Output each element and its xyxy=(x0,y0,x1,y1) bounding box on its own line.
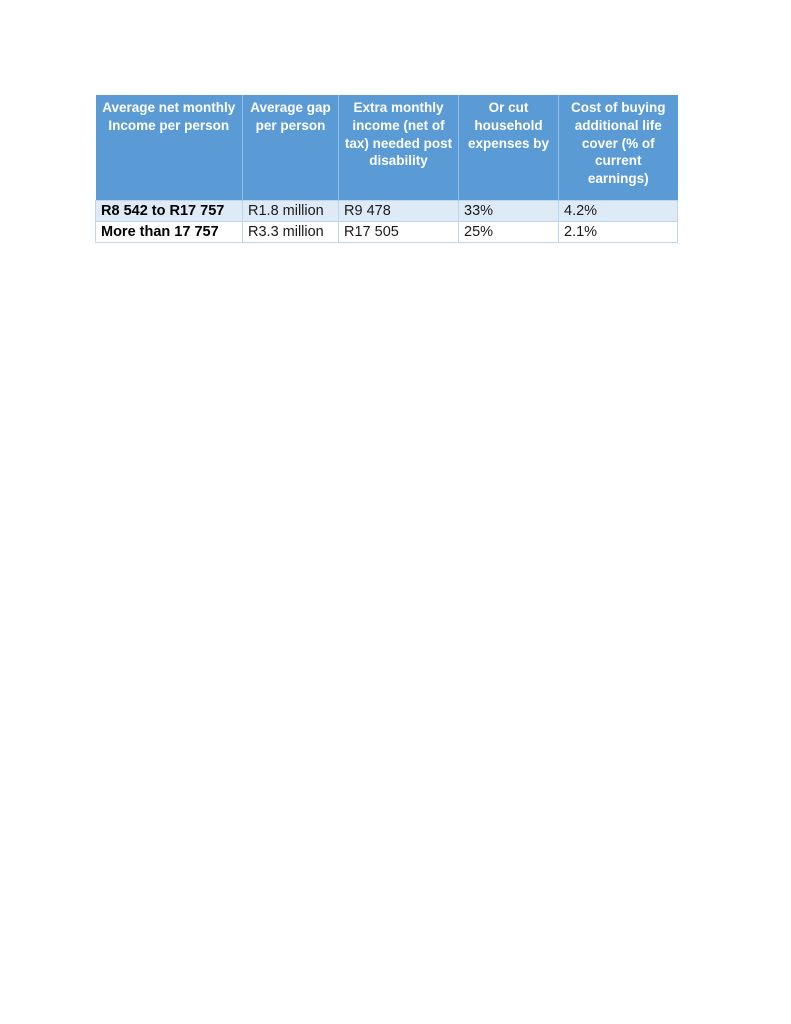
cell-cut-expenses: 33% xyxy=(458,200,559,222)
disability-cover-table: Average net monthly Income per person Av… xyxy=(95,95,678,243)
table-row: R8 542 to R17 757 R1.8 million R9 478 33… xyxy=(95,200,678,222)
header-cell-cut-expenses: Or cut household expenses by xyxy=(458,95,559,201)
header-cell-cover-cost: Cost of buying additional life cover (% … xyxy=(558,95,678,201)
cell-cover-cost: 4.2% xyxy=(558,200,678,222)
cell-income-range: More than 17 757 xyxy=(95,221,243,243)
header-cell-income: Average net monthly Income per person xyxy=(95,95,243,201)
table-header-row: Average net monthly Income per person Av… xyxy=(95,95,678,201)
cell-extra-income: R9 478 xyxy=(338,200,459,222)
header-cell-extra-income: Extra monthly income (net of tax) needed… xyxy=(338,95,459,201)
cell-cut-expenses: 25% xyxy=(458,221,559,243)
cell-cover-cost: 2.1% xyxy=(558,221,678,243)
cell-gap: R1.8 million xyxy=(242,200,339,222)
cell-income-range: R8 542 to R17 757 xyxy=(95,200,243,222)
cell-extra-income: R17 505 xyxy=(338,221,459,243)
header-cell-gap: Average gap per person xyxy=(242,95,339,201)
table-row: More than 17 757 R3.3 million R17 505 25… xyxy=(95,221,678,243)
cell-gap: R3.3 million xyxy=(242,221,339,243)
